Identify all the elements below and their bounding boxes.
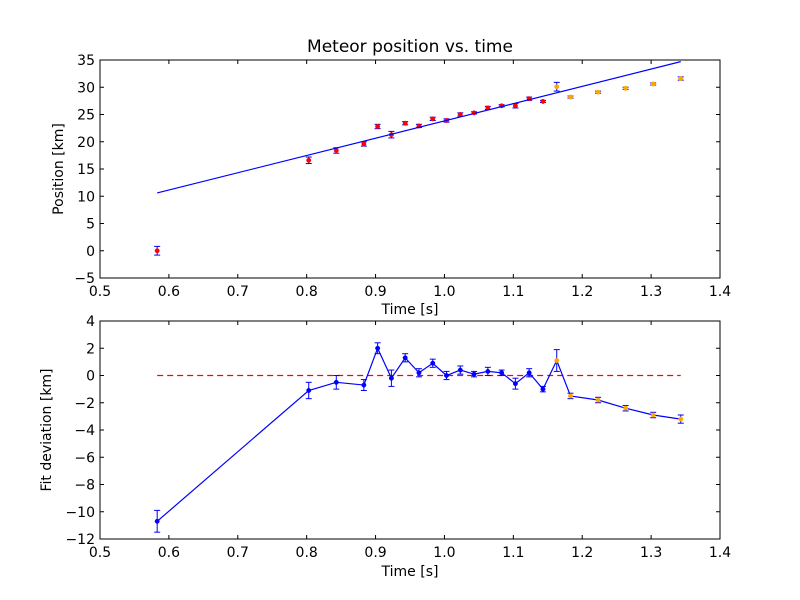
position-plot-area: [154, 61, 684, 256]
deviation-data-point: [678, 416, 684, 422]
deviation-y-tick-label: −2: [74, 396, 95, 412]
position-data-point: [568, 94, 573, 100]
position-y-tick-label: 15: [77, 162, 95, 178]
deviation-data-point: [568, 393, 573, 399]
position-data-point: [402, 120, 408, 126]
position-x-axis-label: Time [s]: [381, 302, 439, 318]
deviation-data-point: [306, 388, 312, 393]
deviation-data-point: [388, 375, 394, 381]
deviation-y-tick-label: −4: [74, 423, 95, 439]
position-y-tick-label: −5: [74, 271, 95, 287]
deviation-data-point: [471, 371, 477, 377]
position-data-point: [678, 76, 684, 81]
position-data-point: [154, 248, 160, 254]
deviation-x-tick-label: 0.8: [296, 545, 318, 561]
deviation-y-tick-label: −6: [74, 450, 95, 466]
position-x-tick-label: 0.9: [364, 284, 386, 300]
deviation-data-point: [512, 381, 518, 387]
position-axes: 0.5 0.6 0.7 0.8 0.9 1.0 1.1 1.2 1.3 1.4 −5 0 5 10 15 20…: [74, 53, 731, 300]
deviation-y-tick-label: 2: [86, 341, 95, 357]
deviation-x-tick-label: 1.2: [571, 545, 593, 561]
position-data-point: [375, 124, 381, 129]
deviation-plot-area: [154, 342, 684, 533]
position-y-tick-label: 35: [77, 53, 95, 69]
chart-title: Meteor position vs. time: [307, 37, 513, 57]
position-data-point: [540, 98, 546, 104]
position-y-axis-label: Position [km]: [51, 123, 67, 215]
position-series-line: [157, 61, 681, 194]
deviation-y-tick-label: 0: [86, 369, 95, 385]
deviation-data-point: [595, 397, 601, 403]
position-y-tick-label: 0: [86, 244, 95, 260]
position-y-tick-label: 20: [77, 135, 95, 151]
deviation-data-point: [430, 360, 436, 366]
deviation-y-axis-label: Fit deviation [km]: [39, 368, 55, 491]
deviation-data-point: [154, 518, 160, 524]
position-x-tick-label: 1.3: [640, 284, 662, 300]
position-y-tick-label: 25: [77, 108, 95, 124]
deviation-x-tick-label: 0.7: [227, 545, 249, 561]
deviation-x-axis-label: Time [s]: [381, 564, 439, 580]
deviation-y-tick-label: −12: [65, 532, 95, 548]
position-data-point: [595, 89, 601, 95]
deviation-axes: 0.5 0.6 0.7 0.8 0.9 1.0 1.1 1.2 1.3 1.4 −12 −10 −8 −6…: [65, 314, 731, 561]
deviation-data-point: [361, 382, 367, 388]
chart-deviation: 0.5 0.6 0.7 0.8 0.9 1.0 1.1 1.2 1.3 1.4 −12 −10 −8 −6…: [39, 314, 731, 580]
deviation-x-tick-label: 1.4: [709, 545, 731, 561]
position-x-tick-label: 1.4: [709, 284, 731, 300]
deviation-data-point: [540, 386, 546, 392]
deviation-data-point: [650, 412, 656, 418]
position-x-tick-label: 0.7: [227, 284, 249, 300]
position-y-tick-label: 30: [77, 80, 95, 96]
position-data-point: [650, 81, 656, 87]
deviation-x-tick-label: 0.9: [364, 545, 386, 561]
position-x-tick-label: 0.8: [296, 284, 318, 300]
position-x-tick-label: 1.0: [433, 284, 455, 300]
position-data-point: [512, 103, 518, 109]
position-x-tick-label: 1.2: [571, 284, 593, 300]
deviation-data-point: [623, 405, 629, 411]
position-x-tick-label: 0.5: [89, 284, 111, 300]
position-data-point: [554, 84, 560, 90]
position-y-tick-label: 5: [86, 217, 95, 233]
deviation-x-tick-label: 1.0: [433, 545, 455, 561]
position-y-tick-label: 10: [77, 189, 95, 205]
deviation-data-point: [375, 345, 381, 351]
deviation-x-tick-label: 1.1: [502, 545, 524, 561]
deviation-data-point: [333, 379, 339, 385]
position-data-point: [623, 85, 629, 91]
position-x-tick-label: 1.1: [502, 284, 524, 300]
deviation-data-point: [416, 370, 422, 376]
deviation-data-point: [457, 367, 463, 373]
deviation-y-tick-label: −10: [65, 505, 95, 521]
deviation-data-point: [485, 368, 491, 374]
deviation-data-point: [526, 370, 532, 376]
deviation-data-point: [554, 358, 560, 363]
position-x-tick-label: 0.6: [158, 284, 180, 300]
deviation-data-point: [499, 370, 505, 376]
position-data-point: [430, 116, 436, 122]
position-data-point: [306, 157, 312, 163]
chart-position: Meteor position vs. time 0.5 0.6 0.7 0.8 0.9…: [51, 37, 731, 318]
deviation-y-tick-label: 4: [86, 314, 95, 330]
deviation-x-tick-label: 1.3: [640, 545, 662, 561]
deviation-x-tick-label: 0.6: [158, 545, 180, 561]
deviation-x-tick-label: 0.5: [89, 545, 111, 561]
deviation-data-point: [402, 355, 408, 361]
deviation-data-point: [444, 373, 449, 378]
position-data-point: [361, 141, 367, 147]
deviation-y-tick-label: −8: [74, 478, 95, 494]
